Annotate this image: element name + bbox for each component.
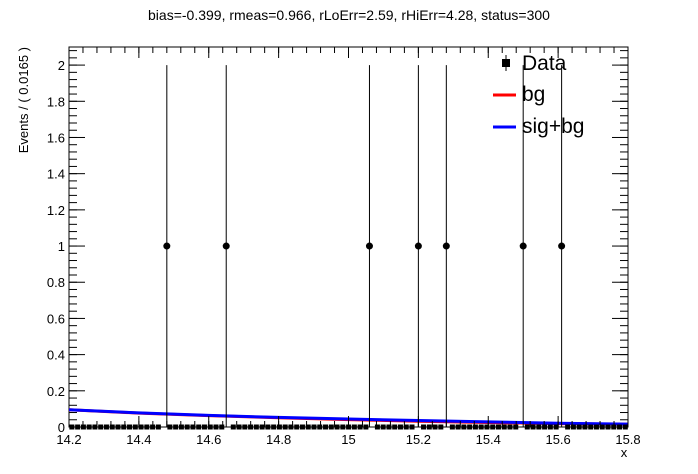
x-tick-label: 14.6	[196, 432, 221, 447]
x-axis-label: x	[621, 445, 628, 460]
y-tick-label: 0.2	[47, 384, 65, 399]
y-tick-label: 0.8	[47, 275, 65, 290]
y-axis-label: Events / ( 0.0165 )	[16, 47, 31, 153]
legend-bg-label: bg	[522, 83, 545, 106]
data-point	[222, 242, 230, 250]
y-tick-label: 1.4	[47, 167, 65, 182]
y-tick-label: 1.8	[47, 94, 65, 109]
data-point	[442, 242, 450, 250]
legend: Data bg sig+bg	[493, 52, 584, 138]
y-tick-label: 0	[58, 420, 65, 435]
x-tick-label: 15	[341, 432, 355, 447]
legend-data-label: Data	[522, 52, 567, 75]
x-tick-label: 15.8	[615, 432, 640, 447]
data-point	[519, 242, 527, 250]
chart-title: bias=-0.399, rmeas=0.966, rLoErr=2.59, r…	[148, 7, 550, 23]
x-tick-label: 15.4	[476, 432, 501, 447]
x-axis: 14.2 14.4 14.6 14.8 15 15.2 15.4 15.6 15.8	[56, 47, 641, 447]
x-tick-label: 15.6	[545, 432, 570, 447]
data-point	[558, 242, 566, 250]
y-tick-label: 0.4	[47, 348, 65, 363]
x-tick-label: 14.2	[56, 432, 81, 447]
y-tick-label: 1	[58, 239, 65, 254]
legend-sigbg-label: sig+bg	[522, 115, 584, 138]
x-tick-label: 15.2	[406, 432, 431, 447]
data-point	[163, 242, 171, 250]
y-tick-label: 0.6	[47, 311, 65, 326]
x-tick-label: 14.4	[126, 432, 151, 447]
x-tick-label: 14.8	[266, 432, 291, 447]
y-tick-label: 1.2	[47, 203, 65, 218]
y-tick-label: 2	[58, 58, 65, 73]
data-point	[414, 242, 422, 250]
y-axis: 0 0.2 0.4 0.6 0.8 1 1.2 1.4 1.6 1.8 2	[47, 50, 628, 435]
y-tick-label: 1.6	[47, 130, 65, 145]
data-point	[365, 242, 373, 250]
